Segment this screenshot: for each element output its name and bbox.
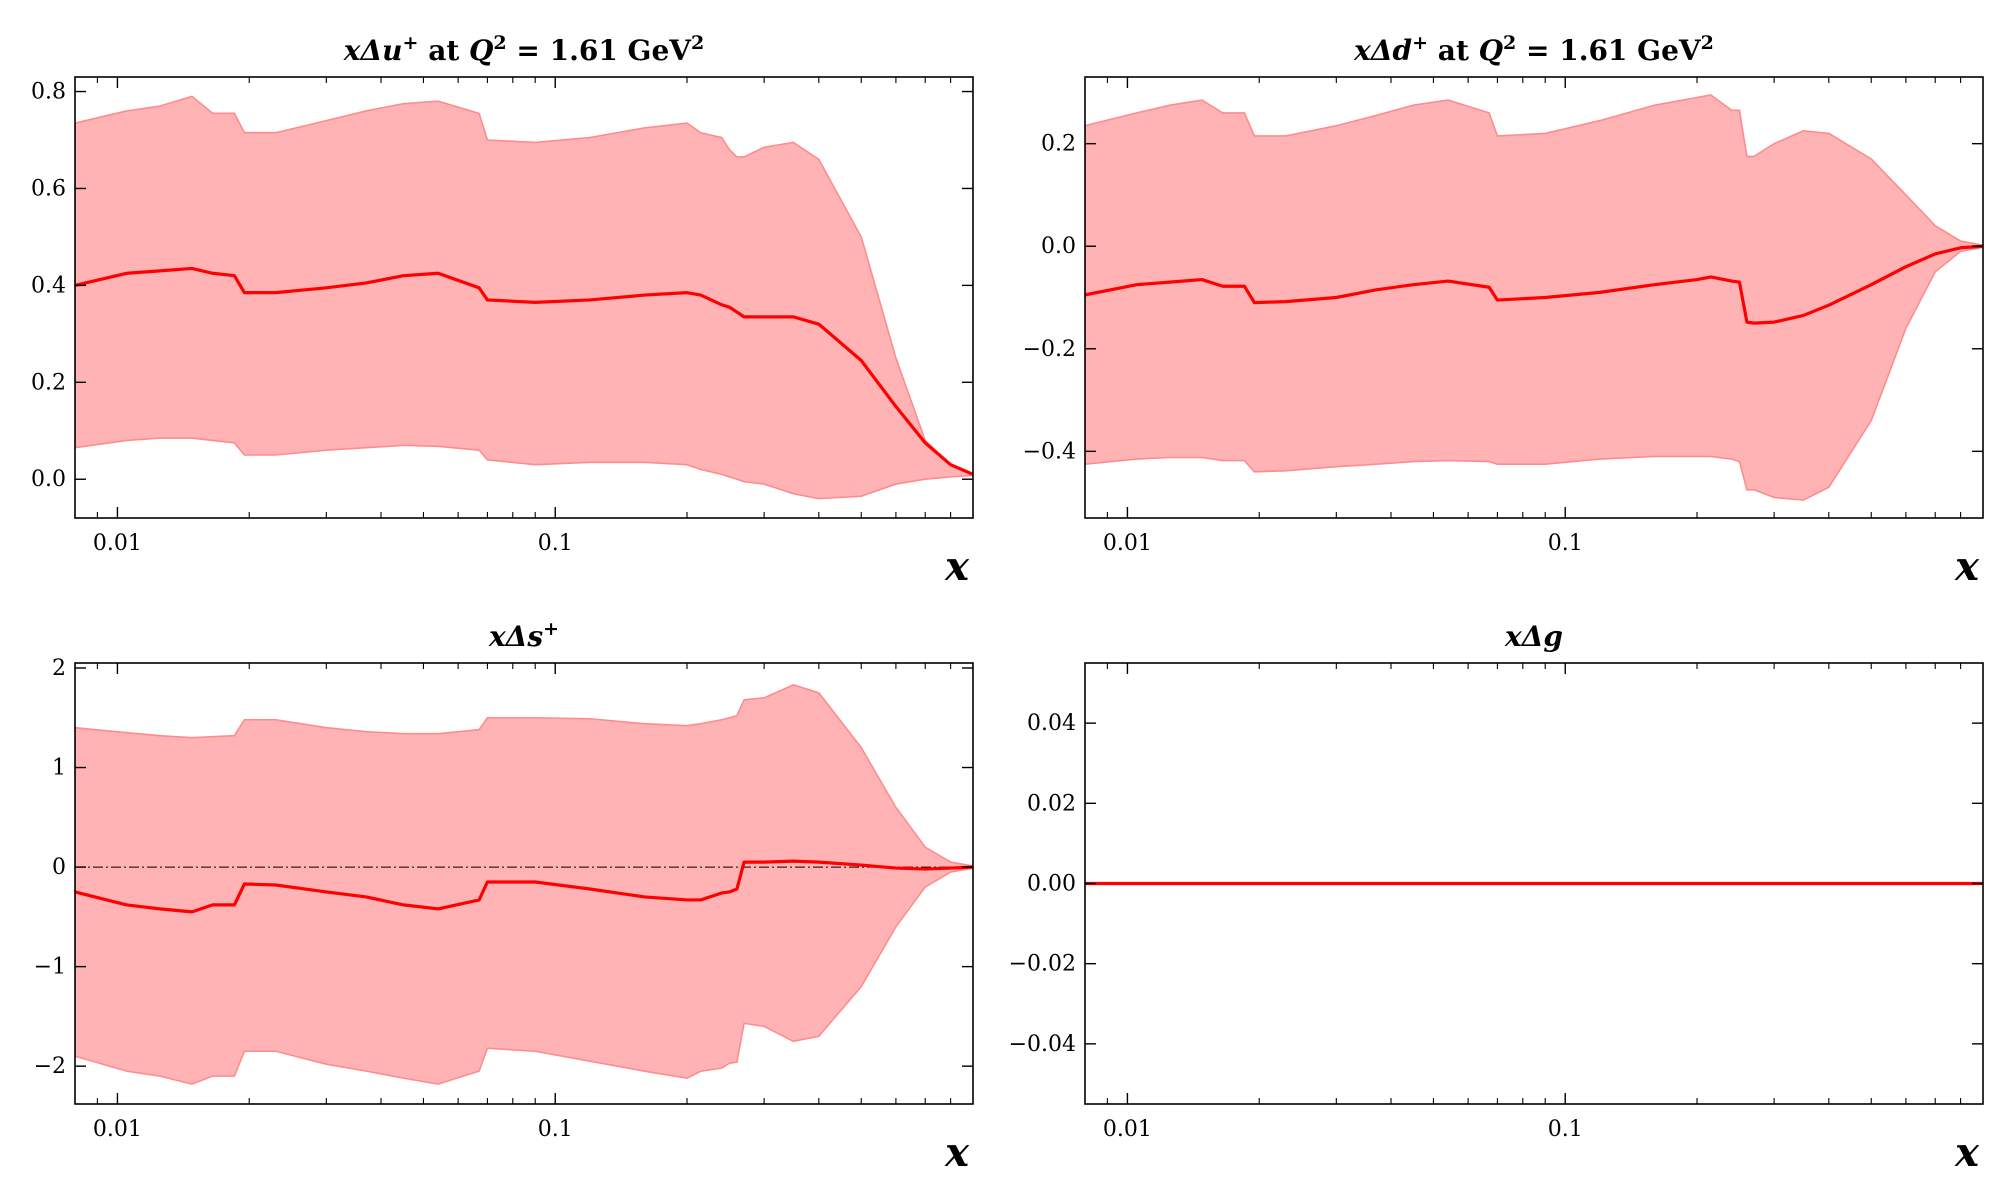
y-tick-label: 0.2 [31, 370, 66, 395]
x-axis-label: x [944, 1129, 970, 1176]
central-curve [1085, 244, 1983, 325]
y-tick-label: −0.2 [1023, 337, 1076, 362]
y-tick-label: 1 [52, 756, 66, 781]
x-axis-label: x [1954, 1129, 1980, 1176]
y-tick-label: 0.2 [1041, 132, 1076, 157]
axes-frame [74, 662, 974, 1105]
axes-frame [1084, 76, 1984, 519]
plot-area [75, 95, 973, 500]
axes-frame [74, 76, 974, 519]
x-tick-label: 0.1 [538, 531, 573, 556]
y-tick-label: 0.00 [1027, 872, 1076, 897]
x-tick-label: 0.1 [538, 1117, 573, 1142]
x-tick-label: 0.01 [1103, 531, 1152, 556]
y-tick-label: −0.02 [1009, 952, 1076, 977]
panel-title: xΔs+ [488, 618, 559, 653]
uncertainty-band [75, 95, 973, 500]
panel-gluon: 0.01 0.1 −0.04 −0.02 0.00 0.02 0.04 x xΔg [1009, 620, 1984, 1176]
x-tick-label: 0.01 [93, 1117, 142, 1142]
y-tick-label: 0.8 [31, 80, 66, 105]
y-tick-label: −1 [34, 955, 66, 980]
panel-title: xΔu+ at Q2 = 1.61 GeV2 [343, 32, 705, 67]
y-tick-label: −2 [34, 1054, 66, 1079]
x-tick-label: 0.1 [1548, 1117, 1583, 1142]
y-tick-label: 0.6 [31, 176, 66, 201]
panel-title: xΔg [1504, 620, 1563, 653]
panel-d-plus: 0.01 0.1 −0.4 −0.2 0.0 0.2 x xΔd+ at Q2 = 1.61 … [1023, 32, 1984, 590]
y-tick-label: 0.02 [1027, 791, 1076, 816]
panel-title: xΔd+ at Q2 = 1.61 GeV2 [1353, 32, 1714, 67]
y-tick-label: −0.04 [1009, 1032, 1076, 1057]
x-axis-label: x [1954, 543, 1980, 590]
panel-s-plus: 0.01 0.1 −2 −1 0 1 2 x xΔs+ [34, 618, 974, 1176]
central-curve [75, 859, 973, 914]
panel-u-plus: 0.01 0.1 0.0 0.2 0.4 0.6 0.8 x xΔu+ at Q2 = 1.61… [31, 32, 974, 590]
y-tick-label: 0.04 [1027, 711, 1076, 736]
central-curve [75, 266, 973, 476]
y-tick-label: 2 [52, 656, 66, 681]
uncertainty-band [75, 684, 973, 1085]
y-tick-label: 0.4 [31, 273, 66, 298]
y-tick-label: −0.4 [1023, 439, 1076, 464]
x-tick-label: 0.01 [93, 531, 142, 556]
y-tick-label: 0 [52, 855, 66, 880]
x-tick-label: 0.1 [1548, 531, 1583, 556]
x-axis-label: x [944, 543, 970, 590]
y-tick-label: 0.0 [31, 467, 66, 492]
x-tick-label: 0.01 [1103, 1117, 1152, 1142]
plot-area [1085, 94, 1983, 501]
plot-area [75, 684, 973, 1085]
y-tick-label: 0.0 [1041, 234, 1076, 259]
